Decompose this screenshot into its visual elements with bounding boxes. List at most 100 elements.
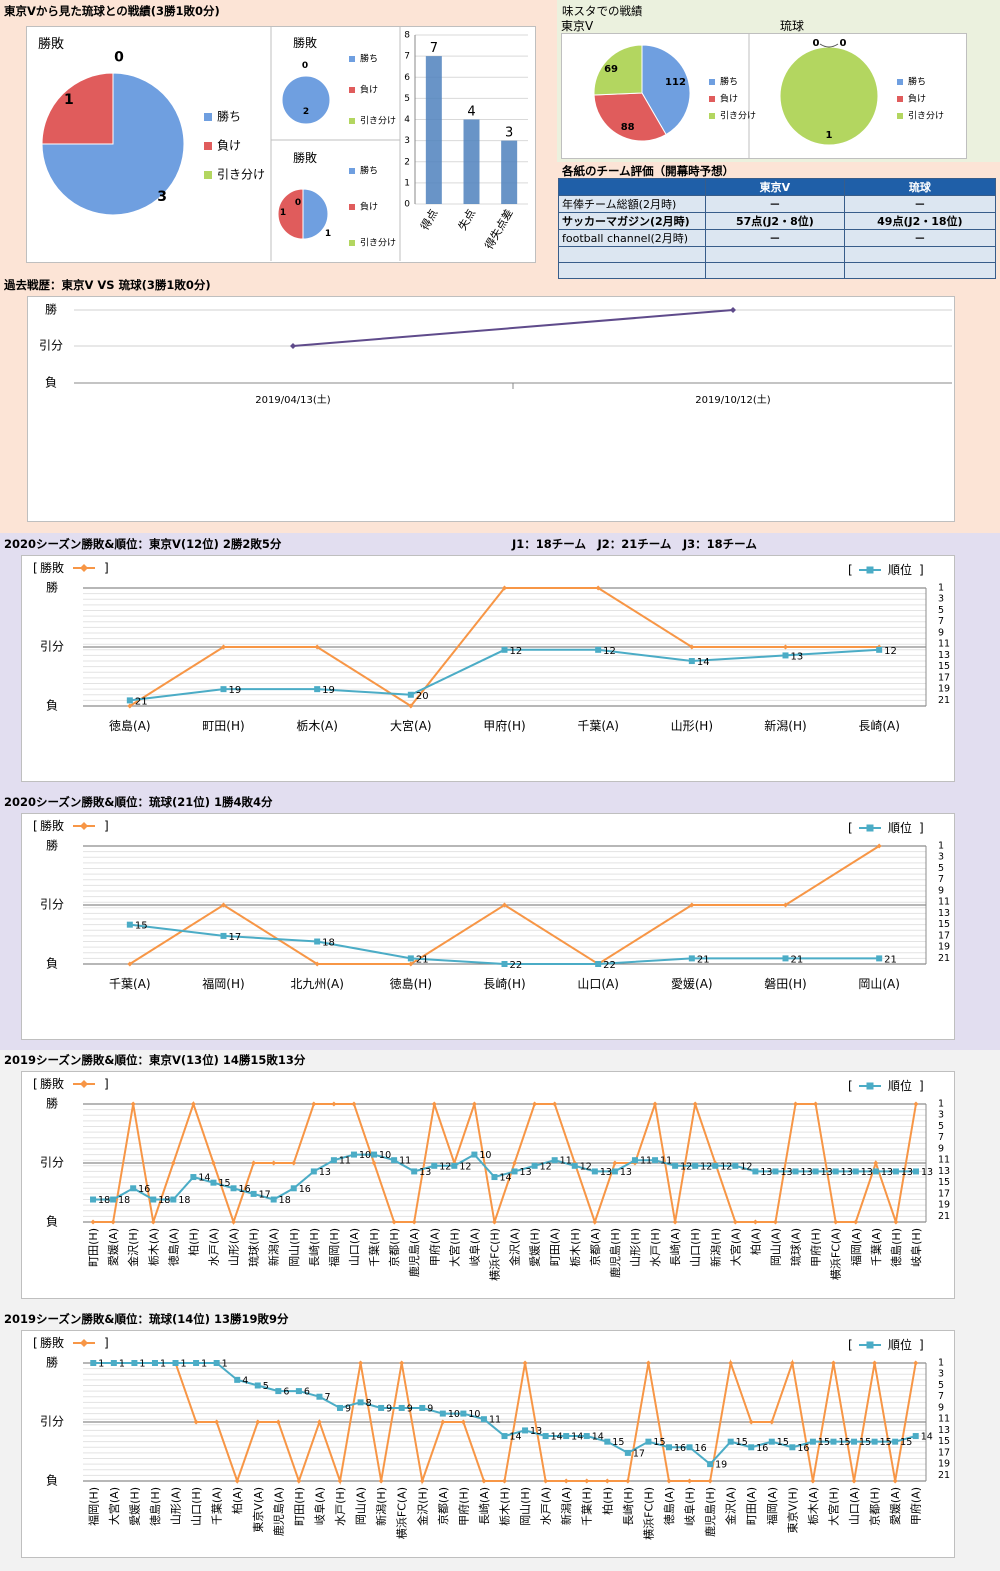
result-point xyxy=(833,1219,839,1225)
rank-point xyxy=(190,1174,197,1181)
pie-slice-勝ち xyxy=(302,188,329,240)
rank-data-label: 13 xyxy=(821,1167,833,1178)
result-point xyxy=(271,1160,277,1166)
legend-label: 負け xyxy=(217,139,241,153)
rank-point xyxy=(912,1168,919,1175)
rank-data-label: 21 xyxy=(791,954,804,965)
result-point xyxy=(296,1478,302,1484)
x-category-label: 東京V(H) xyxy=(785,1487,799,1533)
rank-data-label: 4 xyxy=(242,1375,248,1386)
rank-data-label: 6 xyxy=(283,1387,289,1398)
rank-point xyxy=(220,686,227,693)
rank-data-label: 18 xyxy=(279,1195,291,1206)
x-category-label: 徳島(A) xyxy=(109,718,151,733)
x-category-label: 栃木(H) xyxy=(498,1487,512,1526)
x-category-label: 水戸(H) xyxy=(649,1228,662,1267)
result-y-label: 負 xyxy=(46,1215,58,1229)
rank-point xyxy=(611,1168,618,1175)
rank-data-label: 17 xyxy=(633,1448,645,1459)
eval-cell xyxy=(843,246,997,263)
legend-label: 勝ち xyxy=(360,53,378,65)
rank-point xyxy=(789,1444,796,1451)
rank-point xyxy=(295,1388,302,1395)
result-point xyxy=(491,1219,497,1225)
x-category-label: 千葉(H) xyxy=(367,1228,381,1267)
rank-data-label: 13 xyxy=(881,1167,893,1178)
x-category-label: 福岡(H) xyxy=(202,976,244,991)
rank-data-label: 12 xyxy=(740,1161,752,1172)
legend-swatch xyxy=(709,96,715,102)
rank-point xyxy=(451,1162,458,1169)
pie-data-label: 0 xyxy=(813,38,820,49)
rank-data-label: 11 xyxy=(560,1156,572,1167)
bar-tick: 4 xyxy=(404,115,410,125)
result-point xyxy=(127,961,133,967)
result-point xyxy=(752,1219,758,1225)
result-point xyxy=(255,1419,261,1425)
bar-tick: 8 xyxy=(404,31,410,41)
result-y-label: 負 xyxy=(46,957,58,971)
rank-tick: 11 xyxy=(938,1155,950,1166)
x-category-label: 徳島(H) xyxy=(889,1228,903,1267)
result-point xyxy=(378,1478,384,1484)
x-category-label: 京都(A) xyxy=(436,1487,450,1525)
legend-swatch xyxy=(349,204,355,210)
result-point xyxy=(892,1478,898,1484)
rank-tick: 5 xyxy=(938,1380,944,1391)
rank-data-label: 9 xyxy=(427,1403,433,1414)
legend-rank-marker xyxy=(866,1341,874,1349)
rank-data-label: 15 xyxy=(736,1437,748,1448)
bar-失点 xyxy=(463,119,480,204)
rank-data-label: 8 xyxy=(366,1398,372,1409)
result-point xyxy=(592,1219,598,1225)
rank-tick: 5 xyxy=(938,605,944,616)
rank-tick: 1 xyxy=(938,841,944,852)
result-y-label: 負 xyxy=(46,1474,58,1488)
rank-point xyxy=(471,1151,478,1158)
x-category-label: 愛媛(H) xyxy=(528,1228,542,1267)
legend-rank-marker xyxy=(866,1082,874,1090)
rank-point xyxy=(672,1162,679,1169)
legend-bracket: [ xyxy=(848,1079,853,1093)
legend-swatch xyxy=(204,142,212,150)
rank-data-label: 21 xyxy=(884,954,897,965)
x-category-label: 千葉(A) xyxy=(869,1228,883,1266)
rank-tick: 9 xyxy=(938,1402,944,1413)
legend-result-label: 勝敗 xyxy=(40,560,64,575)
eval-row-label xyxy=(558,262,706,279)
rank-point xyxy=(501,961,508,967)
rank-point xyxy=(250,1190,257,1197)
rank-tick: 19 xyxy=(938,684,950,695)
pie-data-label: 0 xyxy=(840,38,847,49)
rank-data-label: 18 xyxy=(322,938,335,949)
result-y-label: 勝 xyxy=(46,1355,58,1370)
x-category-label: 山形(A) xyxy=(170,1487,183,1525)
rank-data-label: 13 xyxy=(901,1167,913,1178)
pie-slice-引き分け xyxy=(593,44,643,96)
rank-point xyxy=(688,658,695,665)
result-point xyxy=(728,1360,734,1366)
result-point xyxy=(851,1478,857,1484)
rank-point xyxy=(110,1360,117,1366)
rank-tick: 3 xyxy=(938,1110,944,1121)
pie-title: 勝敗 xyxy=(38,37,64,52)
rank-tick: 7 xyxy=(938,1132,944,1143)
rank-point xyxy=(692,1162,699,1169)
pie-data-label: 69 xyxy=(604,64,618,75)
result-point xyxy=(431,1101,437,1107)
rank-point xyxy=(151,1360,158,1366)
pie-data-label: 1 xyxy=(64,92,74,108)
result-point xyxy=(793,1101,799,1107)
rank-point xyxy=(391,1157,398,1164)
history-y-label: 引分 xyxy=(39,339,63,353)
result-point xyxy=(170,1160,176,1166)
bar-tick: 5 xyxy=(404,94,410,104)
x-category-label: 町田(H) xyxy=(87,1228,100,1267)
rank-tick: 15 xyxy=(938,919,950,930)
legend-bracket: ] xyxy=(919,821,924,835)
x-category-label: 長崎(H) xyxy=(307,1228,321,1267)
rank-data-label: 13 xyxy=(841,1167,853,1178)
x-category-label: 愛媛(A) xyxy=(888,1487,902,1525)
rank-data-label: 10 xyxy=(479,1150,491,1161)
legend-bracket: [ xyxy=(33,819,38,833)
